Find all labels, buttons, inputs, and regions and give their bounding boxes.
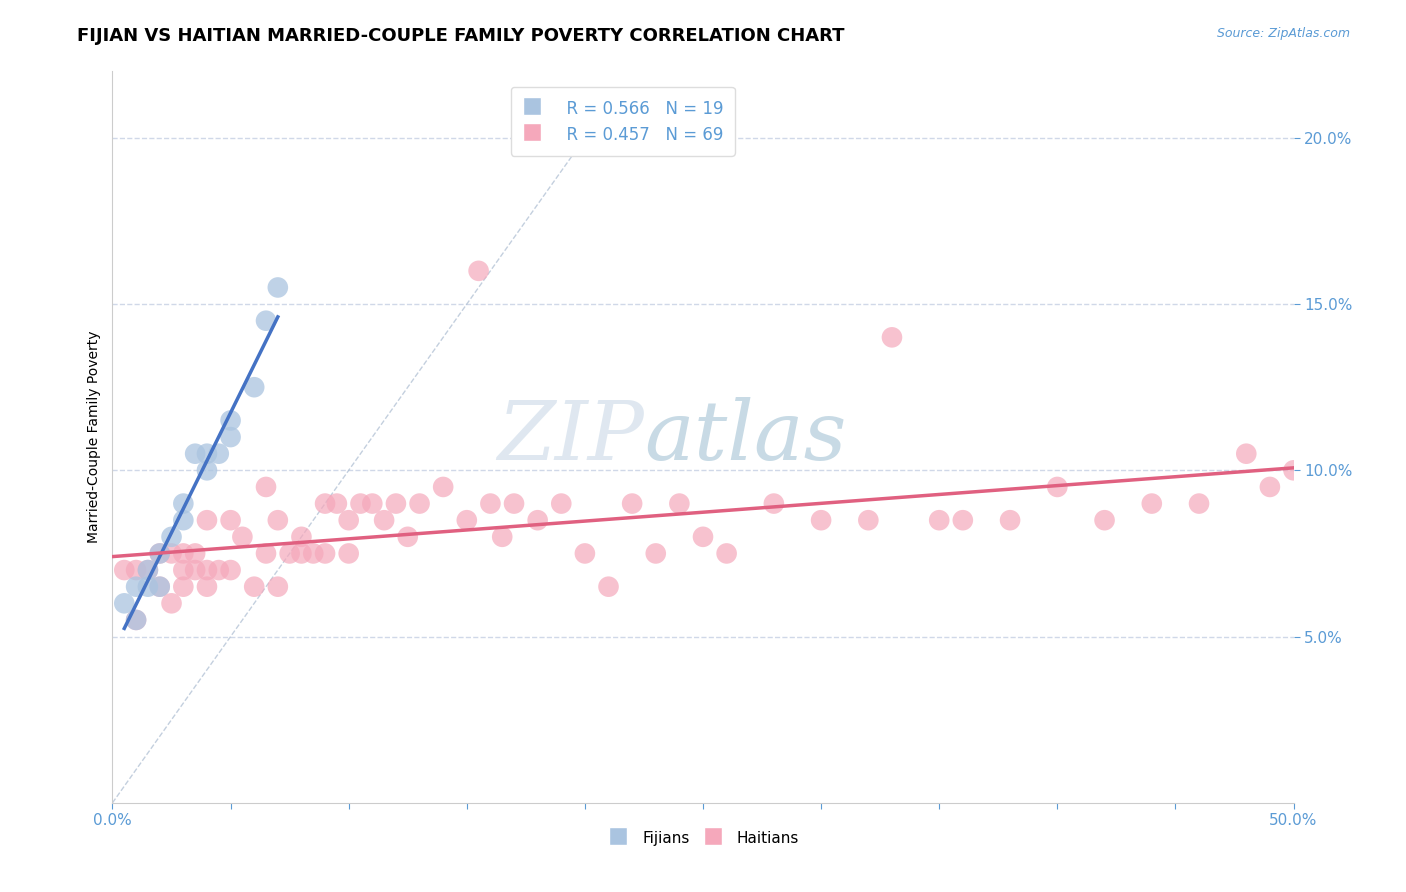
Point [1188, 497, 1211, 511]
Point [456, 513, 478, 527]
Text: Source: ZipAtlas.com: Source: ZipAtlas.com [1216, 27, 1350, 40]
Point [125, 563, 148, 577]
Point [219, 563, 242, 577]
Point [219, 430, 242, 444]
Point [136, 563, 159, 577]
Point [550, 497, 572, 511]
Point [172, 563, 194, 577]
Point [326, 497, 349, 511]
Point [219, 513, 242, 527]
Point [278, 546, 301, 560]
Point [254, 546, 277, 560]
Point [998, 513, 1021, 527]
Point [349, 497, 371, 511]
Point [184, 447, 207, 461]
Point [125, 613, 148, 627]
Point [467, 264, 489, 278]
Text: ZIP: ZIP [498, 397, 644, 477]
Point [385, 497, 408, 511]
Point [1046, 480, 1069, 494]
Point [254, 480, 277, 494]
Point [928, 513, 950, 527]
Point [195, 513, 218, 527]
Text: atlas: atlas [644, 397, 846, 477]
Point [208, 447, 231, 461]
Point [172, 497, 194, 511]
Point [149, 546, 172, 560]
Point [112, 596, 135, 610]
Point [254, 314, 277, 328]
Point [479, 497, 502, 511]
Y-axis label: Married-Couple Family Poverty: Married-Couple Family Poverty [87, 331, 101, 543]
Point [361, 497, 384, 511]
Point [1234, 447, 1257, 461]
Point [219, 413, 242, 427]
Point [195, 463, 218, 477]
Point [267, 580, 290, 594]
Point [125, 580, 148, 594]
Text: FIJIAN VS HAITIAN MARRIED-COUPLE FAMILY POVERTY CORRELATION CHART: FIJIAN VS HAITIAN MARRIED-COUPLE FAMILY … [77, 27, 845, 45]
Point [231, 530, 253, 544]
Point [184, 563, 207, 577]
Point [149, 546, 172, 560]
Point [858, 513, 880, 527]
Point [1094, 513, 1116, 527]
Legend: Fijians, Haitians: Fijians, Haitians [600, 822, 806, 854]
Point [1258, 480, 1281, 494]
Point [149, 580, 172, 594]
Point [314, 497, 336, 511]
Point [172, 546, 194, 560]
Point [408, 497, 430, 511]
Point [172, 513, 194, 527]
Point [136, 580, 159, 594]
Point [1140, 497, 1163, 511]
Point [810, 513, 832, 527]
Point [243, 380, 266, 394]
Point [243, 580, 266, 594]
Point [172, 580, 194, 594]
Point [337, 513, 360, 527]
Point [160, 530, 183, 544]
Point [112, 563, 135, 577]
Point [644, 546, 666, 560]
Point [396, 530, 419, 544]
Point [526, 513, 548, 527]
Point [692, 530, 714, 544]
Point [621, 497, 644, 511]
Point [195, 580, 218, 594]
Point [952, 513, 974, 527]
Point [195, 447, 218, 461]
Point [195, 563, 218, 577]
Point [267, 513, 290, 527]
Point [337, 546, 360, 560]
Point [208, 563, 231, 577]
Point [184, 546, 207, 560]
Point [125, 613, 148, 627]
Point [574, 546, 596, 560]
Point [432, 480, 454, 494]
Point [160, 546, 183, 560]
Point [136, 563, 159, 577]
Point [503, 497, 526, 511]
Point [762, 497, 785, 511]
Point [491, 530, 513, 544]
Point [149, 580, 172, 594]
Point [290, 530, 312, 544]
Point [302, 546, 325, 560]
Point [160, 596, 183, 610]
Point [880, 330, 903, 344]
Point [290, 546, 312, 560]
Point [598, 580, 620, 594]
Point [373, 513, 395, 527]
Point [314, 546, 336, 560]
Point [716, 546, 738, 560]
Point [668, 497, 690, 511]
Point [1282, 463, 1305, 477]
Point [267, 280, 290, 294]
